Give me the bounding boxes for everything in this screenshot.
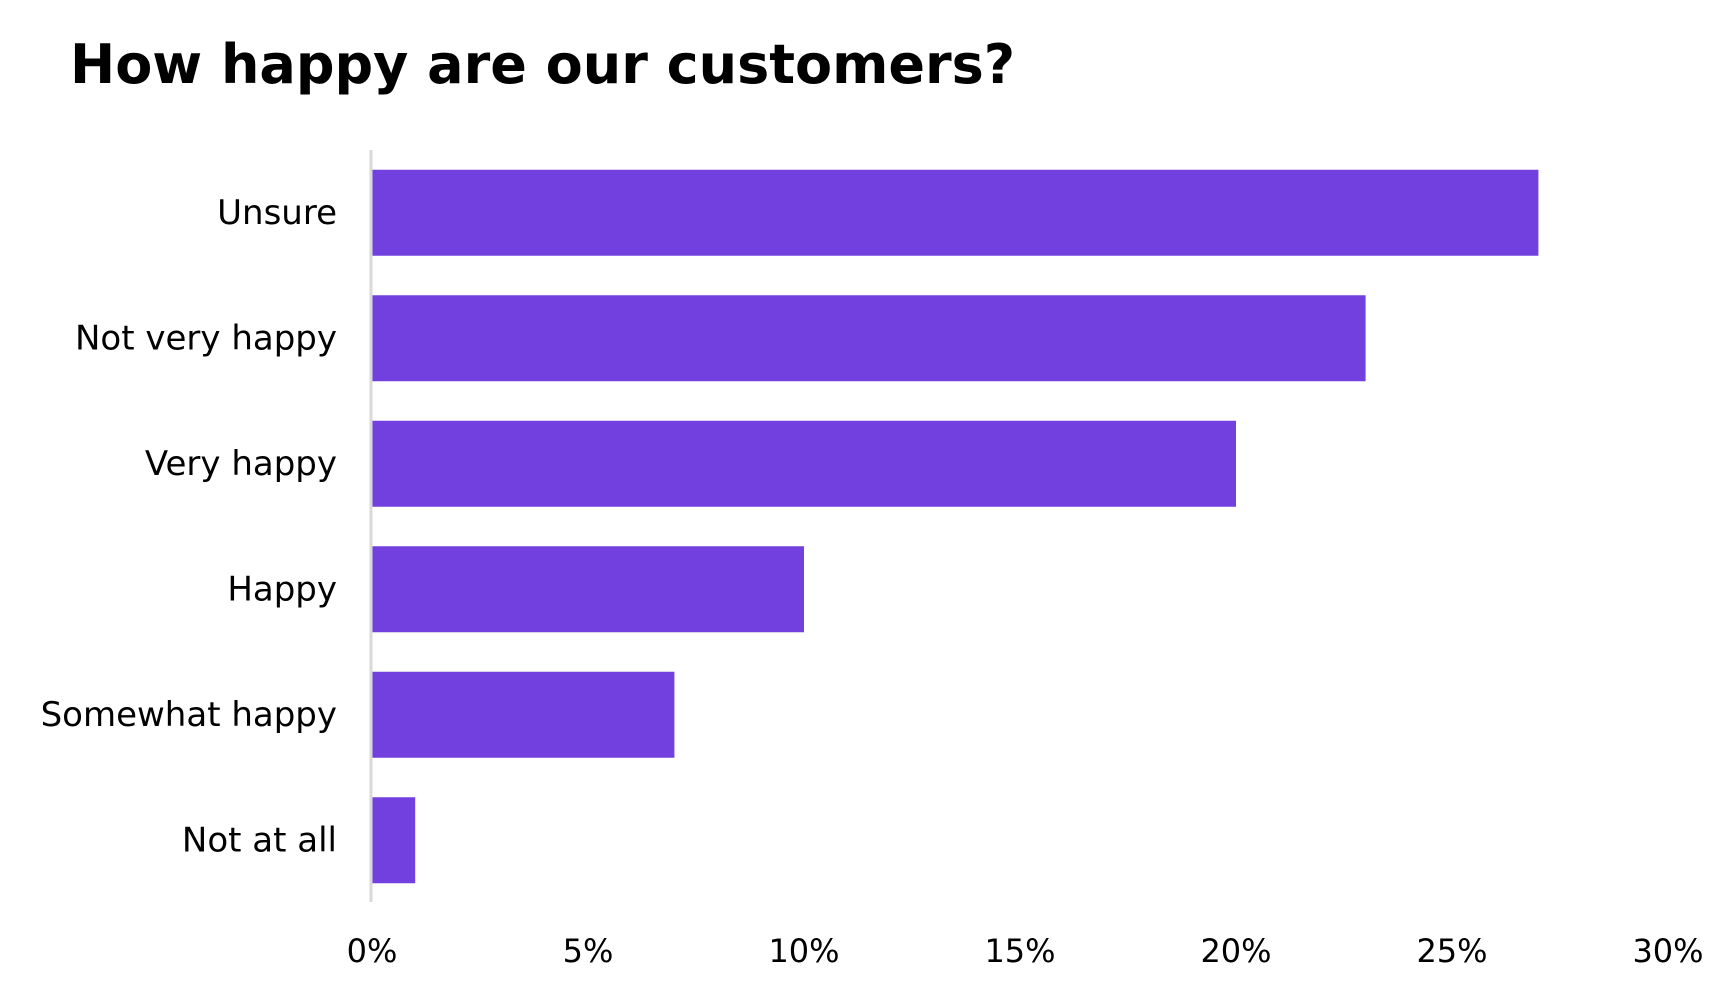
category-label: Not at all: [182, 820, 337, 860]
x-tick-label: 25%: [1416, 932, 1487, 970]
x-tick-label: 10%: [768, 932, 839, 970]
chart-title: How happy are our customers?: [70, 33, 1016, 96]
x-tick-label: 30%: [1632, 932, 1703, 970]
bar-unsure: [372, 169, 1539, 256]
bar-somewhat-happy: [372, 671, 675, 758]
x-tick-labels-group: 0% 5% 10% 15% 20% 25% 30%: [347, 932, 1704, 970]
bar-very-happy: [372, 420, 1236, 507]
category-label: Unsure: [217, 193, 337, 233]
bar-not-at-all: [372, 797, 416, 884]
category-labels-group: Unsure Not very happy Very happy Happy Somew…: [41, 193, 337, 861]
x-tick-label: 20%: [1200, 932, 1271, 970]
category-label: Not very happy: [75, 318, 337, 358]
bar-not-very-happy: [372, 295, 1366, 382]
bar-happy: [372, 546, 804, 633]
x-tick-label: 5%: [563, 932, 614, 970]
category-label: Somewhat happy: [41, 695, 337, 735]
category-label: Very happy: [145, 444, 337, 484]
x-tick-label: 15%: [984, 932, 1055, 970]
x-tick-label: 0%: [347, 932, 398, 970]
category-label: Happy: [227, 569, 337, 609]
bars-group: [372, 169, 1539, 884]
